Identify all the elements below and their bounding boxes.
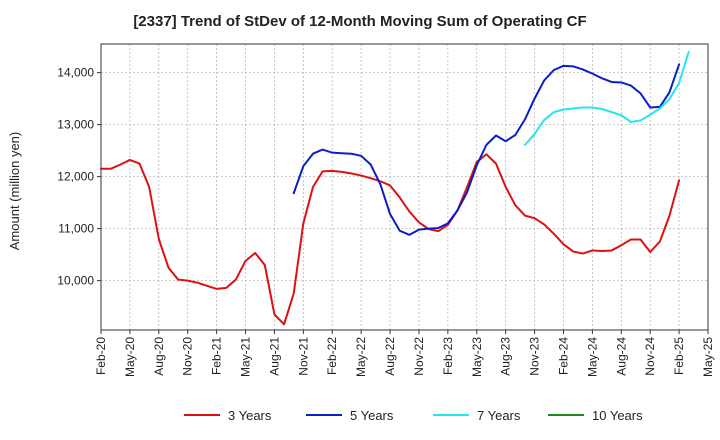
x-tick-label: May-22 bbox=[354, 337, 368, 377]
x-tick-label: Nov-21 bbox=[296, 337, 310, 376]
y-tick-label: 10,000 bbox=[57, 274, 94, 288]
x-tick-label: Feb-25 bbox=[672, 337, 686, 375]
series-lines bbox=[100, 50, 690, 326]
x-tick-label: Aug-24 bbox=[614, 337, 628, 376]
plot-frame bbox=[100, 43, 709, 331]
x-tick-label: Nov-24 bbox=[643, 337, 657, 376]
x-tick-label: Nov-23 bbox=[528, 337, 542, 376]
x-tick-label: Feb-23 bbox=[441, 337, 455, 375]
y-tick-label: 11,000 bbox=[58, 222, 94, 236]
legend-label: 3 Years bbox=[228, 408, 272, 423]
x-tick-label: Nov-20 bbox=[181, 337, 195, 376]
y-tick-label: 14,000 bbox=[57, 66, 94, 80]
y-axis-label: Amount (million yen) bbox=[7, 132, 22, 251]
x-tick-label: Aug-20 bbox=[152, 337, 166, 376]
x-tick-label: Aug-23 bbox=[499, 337, 513, 376]
x-tick-label: Feb-24 bbox=[556, 337, 570, 375]
x-axis-ticks: Feb-20 May-20 Aug-20 Nov-20 Feb-21 May-21 Aug-… bbox=[94, 330, 715, 377]
chart-title: [2337] Trend of StDev of 12-Month Moving… bbox=[133, 13, 586, 30]
y-axis-ticks: 10,000 11,000 12,000 13,000 14,000 bbox=[57, 66, 101, 288]
grid bbox=[101, 44, 708, 330]
x-tick-label: Aug-22 bbox=[383, 337, 397, 376]
y-tick-label: 12,000 bbox=[57, 170, 94, 184]
legend-label: 5 Years bbox=[350, 408, 394, 423]
series-line-5-years bbox=[292, 63, 681, 236]
x-tick-label: May-23 bbox=[470, 337, 484, 377]
x-tick-label: May-20 bbox=[123, 337, 137, 377]
x-tick-label: Feb-21 bbox=[210, 337, 224, 375]
series-line-3-years bbox=[100, 153, 681, 326]
legend-label: 7 Years bbox=[477, 408, 521, 423]
legend-label: 10 Years bbox=[592, 408, 643, 423]
x-tick-label: May-25 bbox=[701, 337, 715, 377]
x-tick-label: Aug-21 bbox=[267, 337, 281, 376]
legend: 3 Years 5 Years 7 Years 10 Years bbox=[184, 408, 643, 423]
y-tick-label: 13,000 bbox=[57, 118, 94, 132]
x-tick-label: Feb-20 bbox=[94, 337, 108, 375]
x-tick-label: May-21 bbox=[239, 337, 253, 377]
x-tick-label: Feb-22 bbox=[325, 337, 339, 375]
series-line-7-years bbox=[523, 50, 690, 146]
x-tick-label: May-24 bbox=[585, 337, 599, 377]
x-tick-label: Nov-22 bbox=[412, 337, 426, 376]
